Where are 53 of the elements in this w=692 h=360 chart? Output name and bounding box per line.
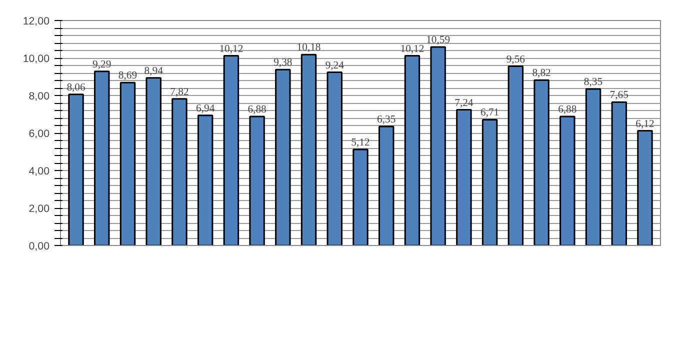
bar xyxy=(300,54,317,246)
bar xyxy=(172,98,188,246)
y-tick-label: 4,00 xyxy=(28,166,50,178)
bar xyxy=(482,118,498,246)
data-label: 8,69 xyxy=(118,70,138,82)
data-label: 6,12 xyxy=(636,118,654,130)
bar xyxy=(120,82,136,246)
data-label: 6,94 xyxy=(196,103,216,114)
data-label: 6,88 xyxy=(558,104,577,116)
data-label: 5,12 xyxy=(351,138,370,148)
bar xyxy=(94,70,110,246)
bar xyxy=(585,88,602,246)
y-tick-label: 12,00 xyxy=(22,16,50,28)
data-label: 8,35 xyxy=(584,76,603,88)
data-label: 8,82 xyxy=(532,68,551,80)
bar xyxy=(534,79,550,246)
data-label: 8,06 xyxy=(66,82,86,94)
y-tick-label: 10,00 xyxy=(22,53,50,65)
data-label: 9,29 xyxy=(92,59,112,70)
y-tick-label: 2,00 xyxy=(28,203,50,215)
bar xyxy=(611,101,627,246)
bar xyxy=(404,55,420,246)
bar xyxy=(456,109,472,246)
data-label: 8,94 xyxy=(144,66,164,77)
data-label: 10,59 xyxy=(426,34,450,46)
bar xyxy=(430,46,446,246)
bar xyxy=(326,72,342,246)
bar xyxy=(637,130,653,246)
bar xyxy=(249,116,265,246)
bar xyxy=(378,126,394,246)
bar xyxy=(223,55,240,246)
data-label: 10,18 xyxy=(296,42,321,54)
data-label: 7,24 xyxy=(454,98,474,109)
data-label: 9,38 xyxy=(274,58,292,69)
y-tick-label: 6,00 xyxy=(28,128,50,140)
y-tick-label: 8,00 xyxy=(28,90,50,102)
bar xyxy=(68,94,84,246)
data-label: 6,35 xyxy=(377,114,396,126)
data-label: 9,24 xyxy=(325,60,345,72)
data-label: 6,71 xyxy=(480,108,500,119)
data-label: 9,56 xyxy=(506,54,526,66)
bar xyxy=(508,66,524,246)
y-tick-label: 0,00 xyxy=(28,240,50,252)
bar xyxy=(275,68,291,246)
bar xyxy=(146,77,162,246)
data-label: 10,12 xyxy=(219,44,244,55)
data-label: 6,88 xyxy=(248,104,266,116)
bar xyxy=(560,116,576,246)
data-label: 7,82 xyxy=(170,86,189,98)
data-label: 7,65 xyxy=(610,90,628,102)
bar xyxy=(197,114,214,246)
data-label: 10,12 xyxy=(400,44,424,55)
bar xyxy=(352,148,368,246)
